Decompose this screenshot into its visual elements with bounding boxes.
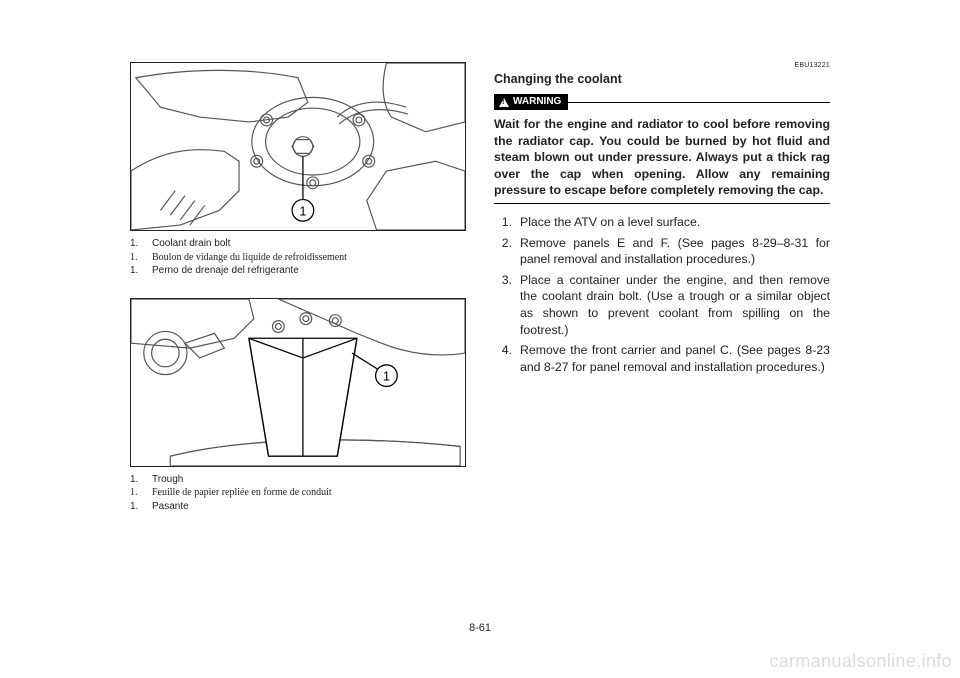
warning-header: WARNING <box>494 94 830 110</box>
doc-id: EBU13221 <box>494 62 830 69</box>
step-number: 3. <box>494 272 512 338</box>
caption-row: 1. Perno de drenaje del refrigerante <box>130 264 466 278</box>
page-number: 8-61 <box>469 622 491 634</box>
caption-num: 1. <box>130 473 144 487</box>
step: 1. Place the ATV on a level surface. <box>494 214 830 231</box>
section-title: Changing the coolant <box>494 72 830 86</box>
caption-num: 1. <box>130 251 144 265</box>
caption-text: Coolant drain bolt <box>152 237 230 251</box>
step: 3. Place a container under the engine, a… <box>494 272 830 338</box>
caption-row: 1. Coolant drain bolt <box>130 237 466 251</box>
caption-num: 1. <box>130 237 144 251</box>
caption-text: Feuille de papier repliée en forme de co… <box>152 486 332 500</box>
left-column: 1 1. Coolant drain bolt 1. Boulon de vid… <box>130 62 466 552</box>
step-number: 1. <box>494 214 512 231</box>
figure-2-svg: 1 <box>131 299 465 466</box>
manual-page: 1 1. Coolant drain bolt 1. Boulon de vid… <box>0 0 960 678</box>
caption-text: Perno de drenaje del refrigerante <box>152 264 299 278</box>
caption-row: 1. Boulon de vidange du liquide de refro… <box>130 251 466 265</box>
step-text: Remove panels E and F. (See pages 8-29–8… <box>520 235 830 268</box>
figure-2-callout-number: 1 <box>383 368 390 383</box>
caption-text: Pasante <box>152 500 189 514</box>
caption-text: Trough <box>152 473 183 487</box>
caption-num: 1. <box>130 264 144 278</box>
caption-row: 1. Trough <box>130 473 466 487</box>
figure-1-captions: 1. Coolant drain bolt 1. Boulon de vidan… <box>130 237 466 278</box>
two-column-layout: 1 1. Coolant drain bolt 1. Boulon de vid… <box>130 62 830 552</box>
warning-label: WARNING <box>513 97 561 107</box>
step: 4. Remove the front carrier and panel C.… <box>494 342 830 375</box>
step: 2. Remove panels E and F. (See pages 8-2… <box>494 235 830 268</box>
caption-num: 1. <box>130 500 144 514</box>
step-text: Place the ATV on a level surface. <box>520 214 830 231</box>
caption-row: 1. Feuille de papier repliée en forme de… <box>130 486 466 500</box>
step-number: 2. <box>494 235 512 268</box>
warning-badge: WARNING <box>494 94 568 110</box>
warning-triangle-icon <box>499 98 509 107</box>
figure-2-captions: 1. Trough 1. Feuille de papier repliée e… <box>130 473 466 514</box>
right-column: EBU13221 Changing the coolant WARNING Wa… <box>494 62 830 552</box>
warning-rule <box>568 102 830 103</box>
step-text: Place a container under the engine, and … <box>520 272 830 338</box>
figure-1-svg: 1 <box>131 63 465 230</box>
procedure-steps: 1. Place the ATV on a level surface. 2. … <box>494 214 830 375</box>
watermark: carmanualsonline.info <box>769 651 952 672</box>
warning-text: Wait for the engine and radiator to cool… <box>494 116 830 204</box>
figure-1-callout-number: 1 <box>299 203 306 218</box>
figure-trough: 1 <box>130 298 466 467</box>
step-number: 4. <box>494 342 512 375</box>
caption-row: 1. Pasante <box>130 500 466 514</box>
caption-num: 1. <box>130 486 144 500</box>
figure-coolant-drain-bolt: 1 <box>130 62 466 231</box>
caption-text: Boulon de vidange du liquide de refroidi… <box>152 251 347 265</box>
step-text: Remove the front carrier and panel C. (S… <box>520 342 830 375</box>
